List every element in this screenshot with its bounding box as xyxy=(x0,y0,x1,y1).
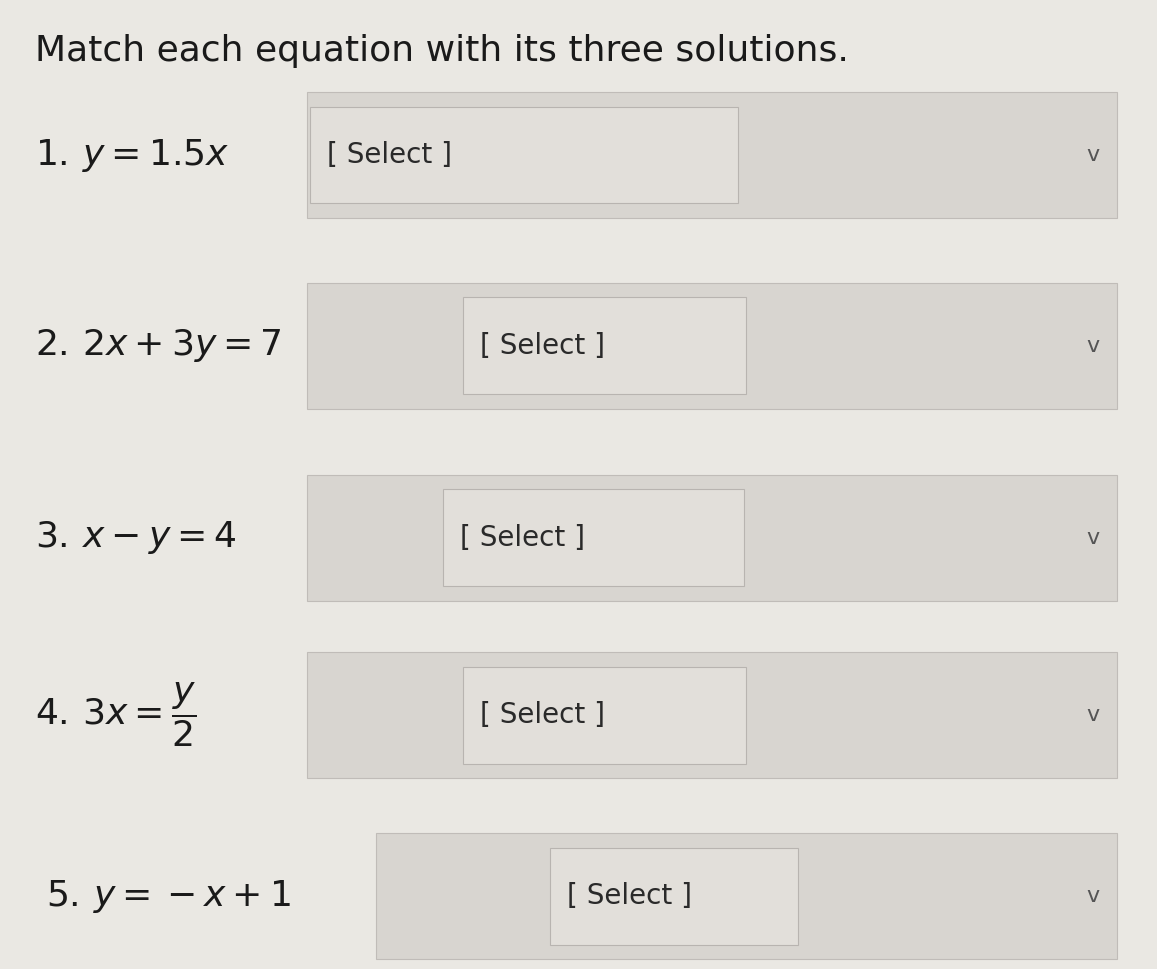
Text: $5.\, y = -x + 1$: $5.\, y = -x + 1$ xyxy=(46,878,292,915)
Text: $2.\, 2x + 3y = 7$: $2.\, 2x + 3y = 7$ xyxy=(35,328,281,364)
FancyBboxPatch shape xyxy=(310,107,738,203)
Text: v: v xyxy=(1086,705,1100,725)
Text: [ Select ]: [ Select ] xyxy=(567,883,692,910)
Text: v: v xyxy=(1086,887,1100,906)
Text: $1.\, y = 1.5x$: $1.\, y = 1.5x$ xyxy=(35,137,229,173)
Text: [ Select ]: [ Select ] xyxy=(480,702,605,729)
Text: Match each equation with its three solutions.: Match each equation with its three solut… xyxy=(35,34,848,68)
Text: v: v xyxy=(1086,145,1100,165)
FancyBboxPatch shape xyxy=(307,92,1117,218)
Text: $4.\, 3x = \dfrac{y}{2}$: $4.\, 3x = \dfrac{y}{2}$ xyxy=(35,681,196,749)
Text: [ Select ]: [ Select ] xyxy=(327,141,452,169)
FancyBboxPatch shape xyxy=(463,667,746,764)
Text: [ Select ]: [ Select ] xyxy=(480,332,605,359)
FancyBboxPatch shape xyxy=(550,848,798,945)
FancyBboxPatch shape xyxy=(443,489,744,586)
Text: v: v xyxy=(1086,336,1100,356)
FancyBboxPatch shape xyxy=(307,652,1117,778)
Text: [ Select ]: [ Select ] xyxy=(460,524,585,551)
FancyBboxPatch shape xyxy=(463,297,746,394)
FancyBboxPatch shape xyxy=(307,283,1117,409)
Text: $3.\, x - y = 4$: $3.\, x - y = 4$ xyxy=(35,519,236,556)
Text: v: v xyxy=(1086,528,1100,547)
FancyBboxPatch shape xyxy=(307,475,1117,601)
FancyBboxPatch shape xyxy=(376,833,1117,959)
